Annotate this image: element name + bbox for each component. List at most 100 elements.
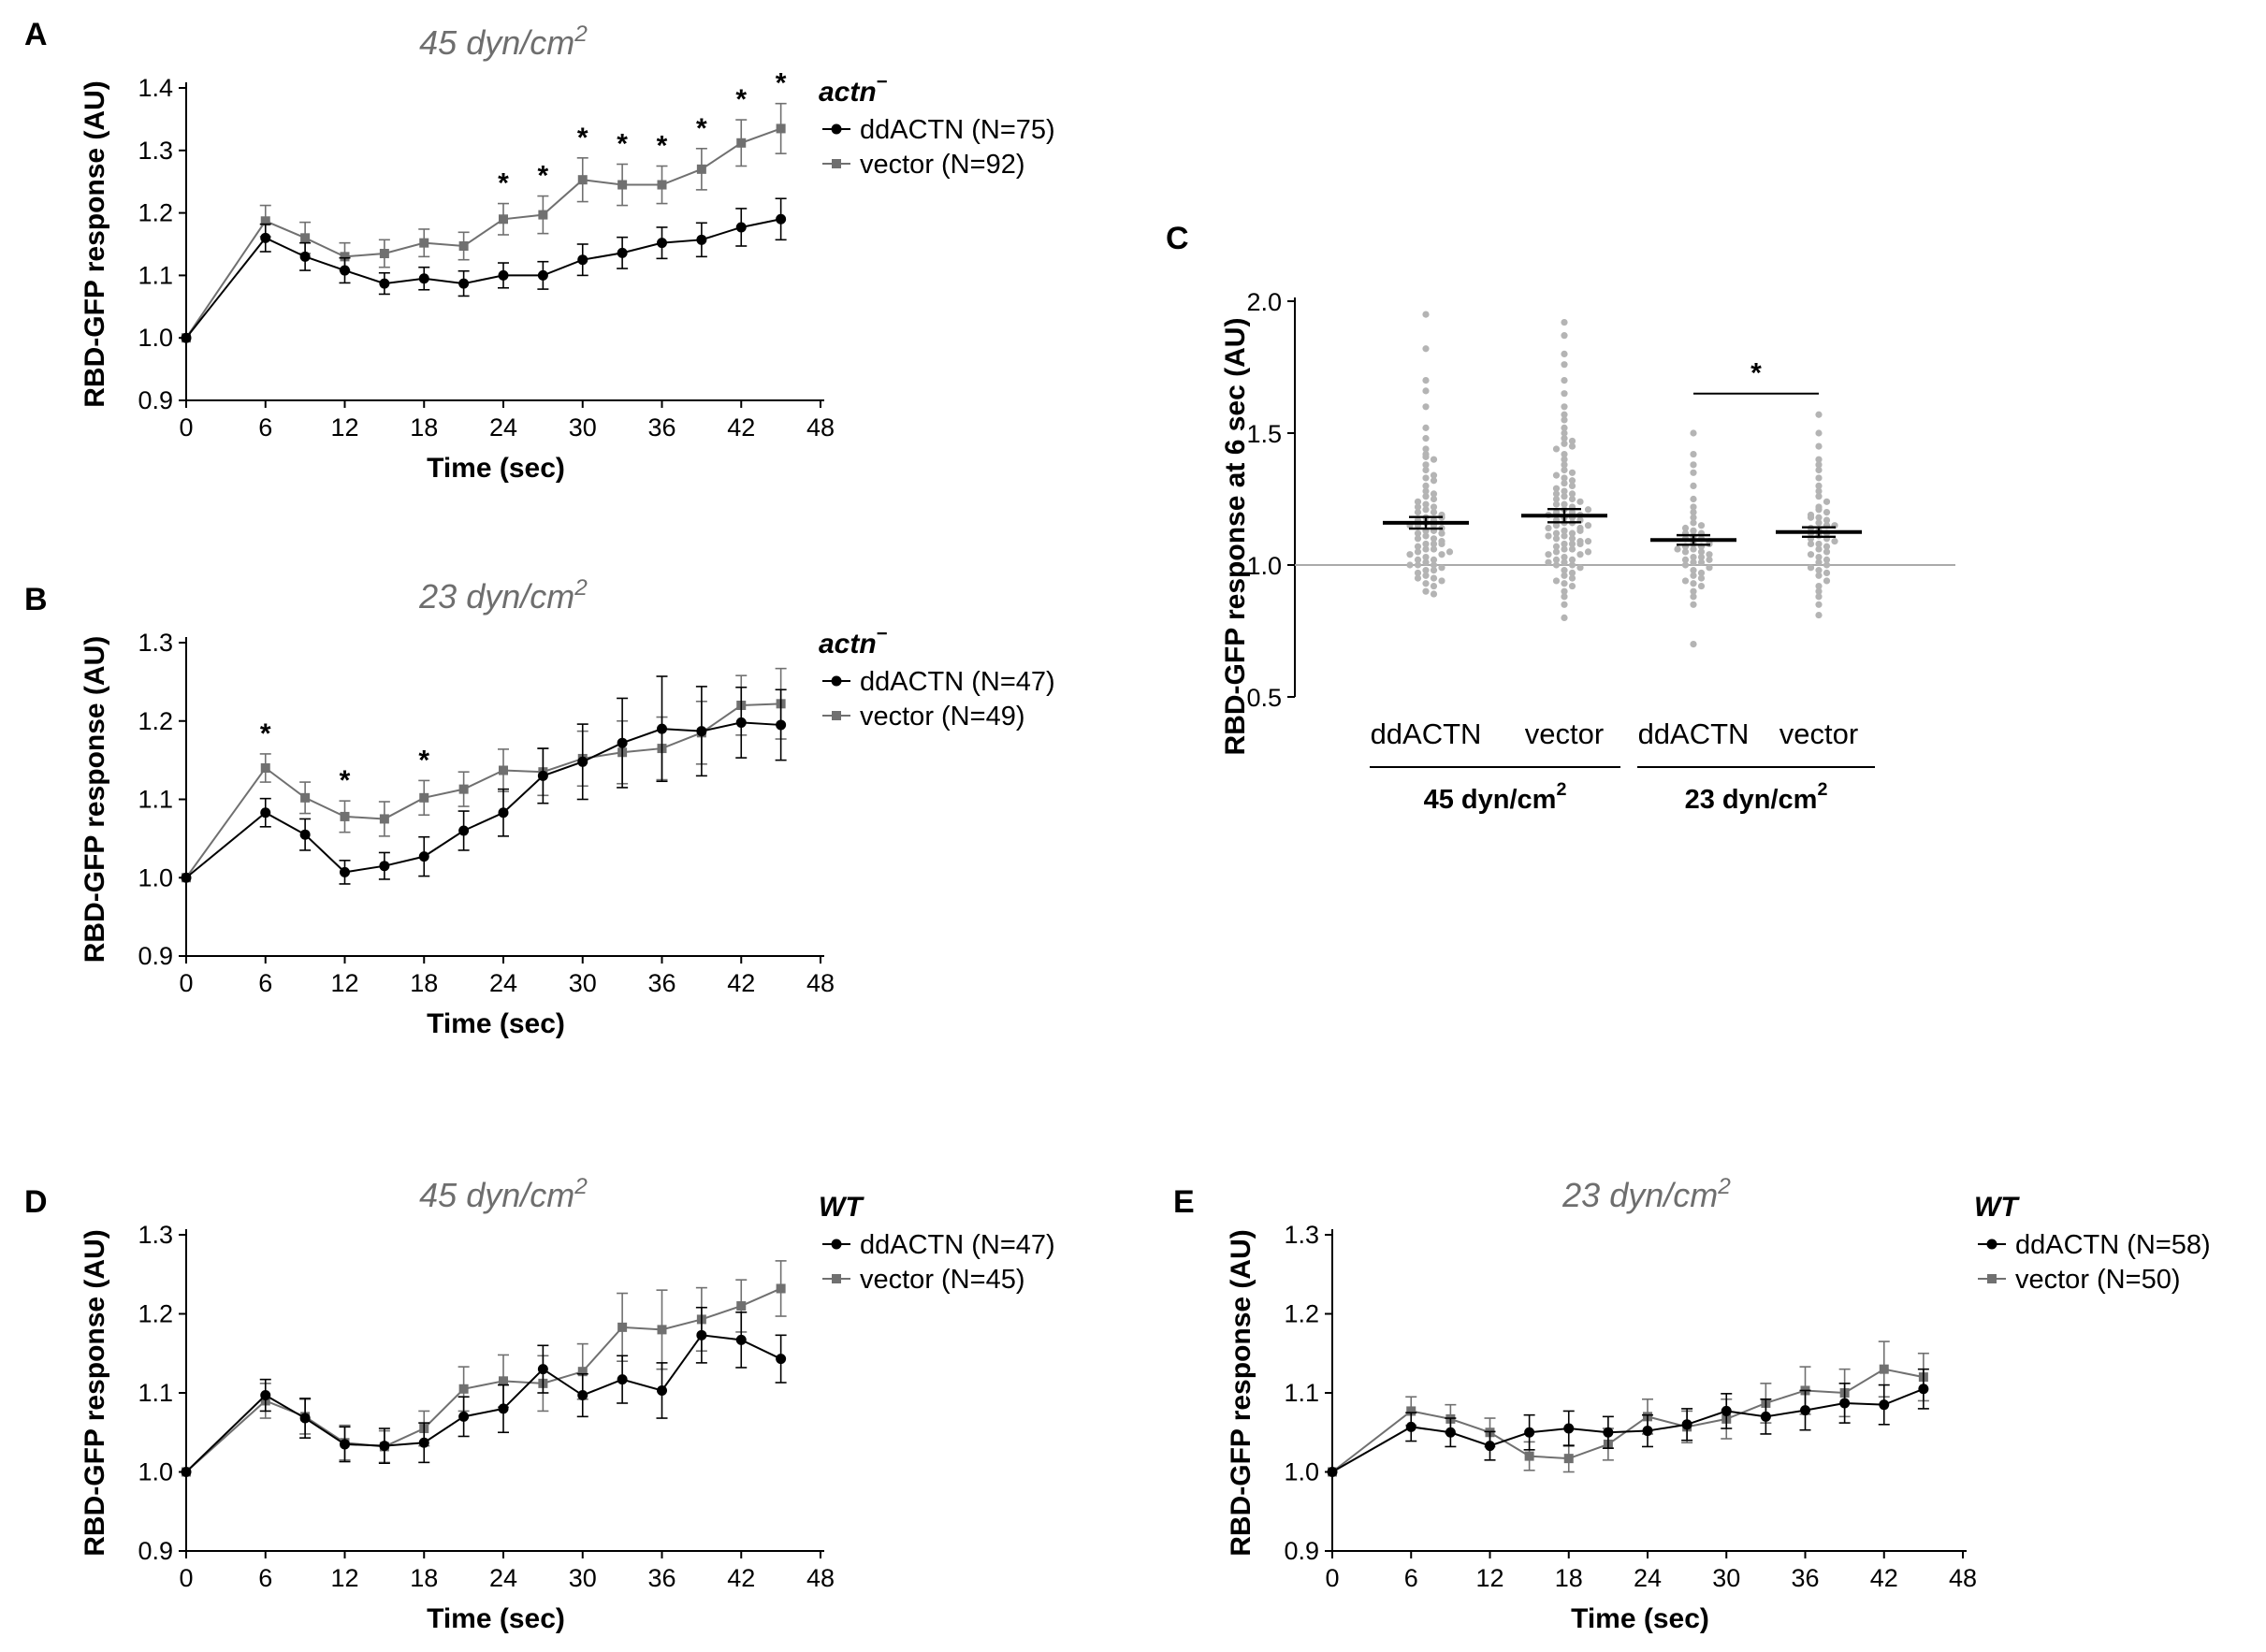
data-point	[1430, 545, 1438, 553]
data-point	[1422, 482, 1430, 490]
x-tick-label: 18	[410, 413, 438, 442]
data-point	[1681, 1419, 1692, 1430]
data-point	[1430, 582, 1438, 590]
data-point	[1690, 503, 1697, 511]
legend-swatch-marker	[832, 159, 841, 168]
data-point	[1561, 435, 1568, 442]
significance-asterisk: *	[498, 168, 509, 199]
data-point	[1823, 516, 1831, 524]
x-tick-label: 6	[1404, 1564, 1418, 1592]
data-point	[1414, 561, 1422, 569]
data-point	[1568, 529, 1576, 537]
data-point	[1568, 442, 1576, 450]
data-point	[379, 249, 389, 259]
series-ddACTN	[181, 1306, 787, 1477]
data-point	[1438, 529, 1445, 537]
data-point	[537, 1364, 548, 1375]
data-point	[418, 1437, 429, 1448]
data-point	[1807, 551, 1815, 558]
data-point	[499, 765, 508, 775]
data-point	[1552, 529, 1561, 537]
data-point	[1568, 437, 1576, 445]
data-point	[1545, 551, 1552, 558]
data-point	[577, 1367, 588, 1377]
data-point	[1690, 593, 1697, 601]
data-point	[776, 1354, 787, 1365]
data-point	[1561, 500, 1568, 508]
data-point	[1690, 641, 1697, 648]
data-point	[458, 784, 469, 794]
data-point	[537, 770, 548, 781]
x-tick-label: 36	[1791, 1564, 1819, 1592]
data-point	[1552, 561, 1561, 569]
data-point	[1545, 524, 1552, 532]
data-point	[1414, 498, 1422, 505]
data-point	[1576, 498, 1584, 505]
y-tick-label: 1.0	[138, 324, 173, 352]
data-point	[300, 792, 311, 803]
data-point	[260, 807, 271, 819]
data-point	[1823, 569, 1831, 577]
data-point	[617, 247, 628, 258]
series-vector	[182, 102, 787, 343]
data-point	[1430, 471, 1438, 479]
data-point	[1584, 548, 1592, 556]
data-point	[1414, 535, 1422, 543]
legend-title-superscript: −	[877, 72, 888, 93]
y-tick-label: 1.0	[138, 863, 173, 891]
data-point	[1422, 474, 1430, 482]
data-point	[1422, 461, 1430, 469]
data-point	[1568, 561, 1576, 569]
y-tick-label: 1.3	[138, 1221, 173, 1249]
data-point	[1406, 561, 1414, 569]
data-point	[1690, 587, 1697, 595]
data-point	[1642, 1426, 1653, 1437]
data-point	[1807, 540, 1815, 548]
data-point	[1561, 429, 1568, 437]
data-point	[1815, 506, 1823, 514]
x-tick-label: 30	[569, 969, 597, 997]
data-point	[1815, 545, 1823, 553]
data-point	[1815, 567, 1823, 574]
data-point	[1430, 561, 1438, 569]
data-point	[577, 175, 588, 185]
data-point	[1561, 350, 1568, 357]
significance-asterisk: *	[776, 68, 787, 99]
series-ddACTN	[1327, 1368, 1929, 1477]
data-point	[736, 1301, 747, 1311]
category-label: vector	[1525, 717, 1604, 750]
data-point	[458, 1411, 470, 1422]
data-point	[1422, 311, 1430, 318]
data-point	[1561, 558, 1568, 566]
data-point	[1568, 540, 1576, 548]
data-point	[1552, 490, 1561, 498]
data-point	[1576, 564, 1584, 572]
x-tick-label: 18	[410, 969, 438, 997]
x-axis-title: Time (sec)	[427, 1603, 565, 1634]
data-point	[1422, 500, 1430, 508]
data-point	[776, 213, 787, 225]
y-axis-title: RBD-GFP response (AU)	[80, 1229, 110, 1556]
panel-title-text: 45 dyn/cm	[419, 23, 574, 62]
data-point	[1422, 424, 1430, 431]
data-point	[1561, 450, 1568, 458]
legend-title-text: WT	[1974, 1192, 2020, 1223]
data-point	[1561, 403, 1568, 411]
data-point	[1823, 561, 1831, 569]
data-point	[657, 723, 667, 734]
data-point	[617, 1374, 628, 1385]
data-point	[1414, 529, 1422, 537]
data-point	[340, 811, 350, 821]
data-point	[538, 210, 548, 220]
y-tick-label: 1.2	[138, 707, 173, 735]
data-point	[1414, 548, 1422, 556]
x-tick-label: 36	[647, 413, 675, 442]
data-point	[1561, 614, 1568, 622]
x-axis-title: Time (sec)	[427, 453, 565, 484]
data-point	[1552, 485, 1561, 492]
data-point	[1561, 411, 1568, 418]
legend-title: WT	[1974, 1192, 2020, 1223]
group-label-text: 45 dyn/cm	[1424, 785, 1557, 815]
significance-asterisk: *	[617, 128, 628, 159]
data-point	[1524, 1451, 1534, 1461]
